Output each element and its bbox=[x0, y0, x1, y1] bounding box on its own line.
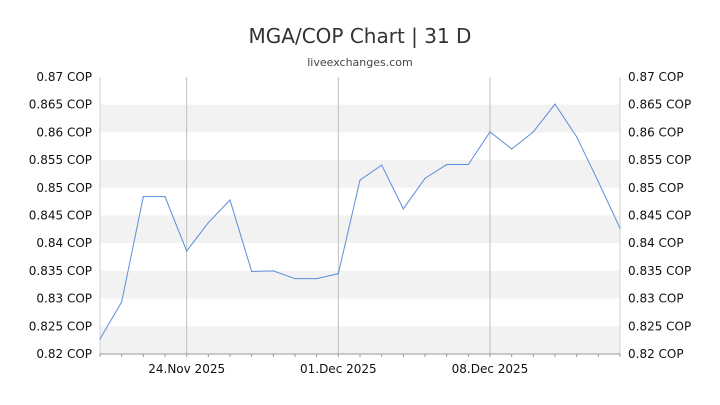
y-tick-label-right: 0.87 COP bbox=[628, 70, 684, 84]
y-tick-label-left: 0.87 COP bbox=[36, 70, 92, 84]
plot-bands bbox=[100, 77, 620, 354]
data-point bbox=[467, 163, 469, 166]
data-point bbox=[186, 250, 188, 252]
axes bbox=[99, 77, 621, 357]
y-tick-label-right: 0.84 COP bbox=[628, 236, 684, 250]
data-point bbox=[576, 136, 578, 138]
data-point bbox=[532, 131, 534, 133]
data-point bbox=[337, 273, 339, 275]
y-axis-right-labels: 0.87 COP 0.865 COP 0.86 COP 0.855 COP 0.85 C… bbox=[628, 70, 691, 361]
data-point bbox=[229, 199, 231, 201]
data-point bbox=[489, 131, 491, 133]
grid-band bbox=[100, 326, 620, 354]
y-tick-label-left: 0.855 COP bbox=[29, 153, 92, 167]
data-point bbox=[164, 196, 166, 198]
y-tick-label-left: 0.85 COP bbox=[36, 181, 92, 195]
data-point bbox=[446, 163, 448, 166]
y-tick-label-left: 0.865 COP bbox=[29, 98, 92, 112]
y-tick-label-right: 0.82 COP bbox=[628, 347, 684, 361]
y-tick-label-left: 0.845 COP bbox=[29, 209, 92, 223]
data-point bbox=[121, 301, 123, 303]
data-point bbox=[272, 270, 274, 272]
y-tick-label-right: 0.835 COP bbox=[628, 264, 691, 278]
y-tick-label-right: 0.83 COP bbox=[628, 292, 684, 306]
data-point bbox=[424, 177, 426, 179]
data-point bbox=[142, 196, 144, 198]
x-tick-label: 01.Dec 2025 bbox=[300, 362, 377, 376]
y-tick-label-left: 0.86 COP bbox=[36, 125, 92, 139]
y-tick-label-left: 0.82 COP bbox=[36, 347, 92, 361]
x-tick-label: 24.Nov 2025 bbox=[148, 362, 225, 376]
y-tick-label-left: 0.825 COP bbox=[29, 319, 92, 333]
chart-source-link[interactable]: liveexchanges.com bbox=[307, 56, 413, 69]
y-tick-label-right: 0.86 COP bbox=[628, 125, 684, 139]
grid-band bbox=[100, 187, 620, 216]
data-point bbox=[619, 227, 621, 229]
vertical-gridlines bbox=[186, 77, 491, 354]
x-axis-labels: 24.Nov 2025 01.Dec 2025 08.Dec 2025 bbox=[148, 362, 528, 376]
y-tick-label-left: 0.83 COP bbox=[36, 292, 92, 306]
data-point bbox=[554, 103, 556, 105]
y-tick-label-right: 0.85 COP bbox=[628, 181, 684, 195]
chart-title: MGA/COP Chart | 31 D bbox=[248, 24, 472, 48]
data-point bbox=[251, 270, 253, 273]
grid-band bbox=[100, 132, 620, 161]
data-point bbox=[294, 278, 296, 280]
y-tick-label-left: 0.84 COP bbox=[36, 236, 92, 250]
y-axis-left-labels: 0.87 COP 0.865 COP 0.86 COP 0.855 COP 0.85 C… bbox=[29, 70, 92, 361]
data-point bbox=[207, 222, 209, 224]
x-tick-label: 08.Dec 2025 bbox=[452, 362, 529, 376]
grid-band bbox=[100, 270, 620, 299]
grid-band bbox=[100, 160, 620, 188]
data-point bbox=[597, 181, 599, 183]
y-tick-label-right: 0.845 COP bbox=[628, 209, 691, 223]
y-tick-label-right: 0.855 COP bbox=[628, 153, 691, 167]
data-point bbox=[381, 164, 383, 166]
grid-band bbox=[100, 298, 620, 327]
data-point bbox=[99, 338, 101, 340]
grid-band bbox=[100, 104, 620, 133]
data-point bbox=[359, 179, 361, 181]
data-point bbox=[316, 278, 318, 280]
y-tick-label-left: 0.835 COP bbox=[29, 264, 92, 278]
series-layer bbox=[99, 103, 621, 340]
y-tick-label-right: 0.825 COP bbox=[628, 319, 691, 333]
data-point bbox=[511, 148, 513, 150]
grid-band bbox=[100, 243, 620, 271]
data-point bbox=[402, 208, 404, 210]
y-tick-label-right: 0.865 COP bbox=[628, 98, 691, 112]
grid-band bbox=[100, 77, 620, 105]
